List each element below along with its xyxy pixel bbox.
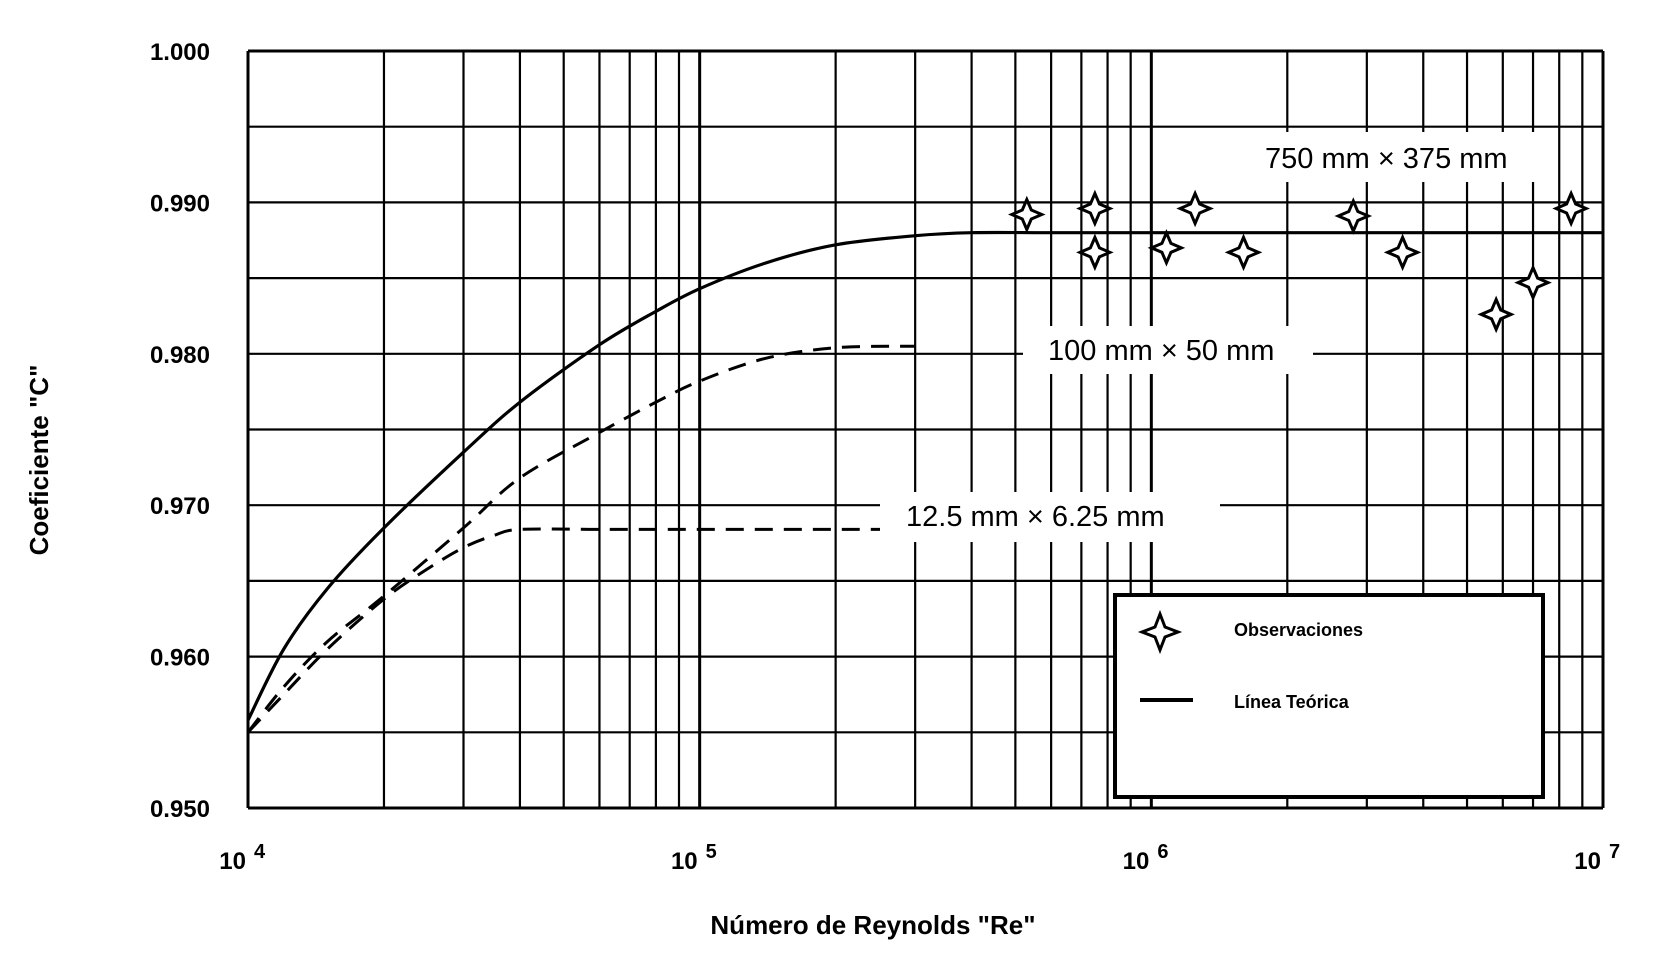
annotation-100: 100 mm × 50 mm xyxy=(1048,335,1274,367)
y-tick-label: 0.950 xyxy=(150,796,210,823)
legend-label-observaciones: Observaciones xyxy=(1234,620,1363,640)
annotation-750: 750 mm × 375 mm xyxy=(1265,143,1508,175)
observation-marker xyxy=(1076,189,1114,228)
observation-marker xyxy=(1552,189,1590,228)
observation-marker xyxy=(1176,189,1214,228)
x-axis-label: Número de Reynolds "Re" xyxy=(710,910,1035,940)
legend-box xyxy=(1113,593,1545,799)
y-tick-label: 1.000 xyxy=(150,39,210,66)
legend: Observaciones Línea Teórica xyxy=(1113,593,1545,799)
series-lines xyxy=(246,230,1603,734)
y-axis-label: Coeficiente "C" xyxy=(24,365,54,556)
annotation-12-5-background xyxy=(880,492,1220,542)
observation-marker xyxy=(1224,233,1263,272)
observation-marker xyxy=(1477,295,1515,334)
observation-marker xyxy=(1147,229,1186,267)
series-line-2 xyxy=(246,344,916,734)
series-line-3 xyxy=(246,527,972,734)
y-tick-label: 0.970 xyxy=(150,493,210,520)
observation-marker xyxy=(1076,233,1114,272)
x-tick-labels: 10 4 10 5 10 6 10 7 xyxy=(219,841,1620,875)
annotation-100-background xyxy=(1023,326,1313,374)
observation-marker xyxy=(1383,233,1422,272)
observation-marker xyxy=(1514,263,1552,302)
y-tick-label: 0.990 xyxy=(150,190,210,217)
x-tick-exponent: 5 xyxy=(706,841,717,863)
x-tick-label: 10 xyxy=(1574,848,1601,875)
star-icon xyxy=(1137,609,1183,655)
x-tick-label: 10 xyxy=(671,848,698,875)
annotation-12-5: 12.5 mm × 6.25 mm xyxy=(906,501,1165,533)
x-tick-label: 10 xyxy=(219,848,246,875)
x-tick-exponent: 7 xyxy=(1609,841,1620,863)
y-tick-labels: 0.950 0.960 0.970 0.980 0.990 1.000 xyxy=(150,39,210,823)
observation-markers xyxy=(1007,189,1590,334)
y-tick-label: 0.980 xyxy=(150,342,210,369)
legend-label-linea-teorica: Línea Teórica xyxy=(1234,692,1350,712)
x-tick-exponent: 6 xyxy=(1157,841,1168,863)
observation-marker xyxy=(1007,195,1046,234)
x-tick-label: 10 xyxy=(1123,848,1150,875)
annotation-750-background xyxy=(1247,132,1549,182)
series-line-1 xyxy=(246,230,1603,721)
y-tick-label: 0.960 xyxy=(150,645,210,672)
x-tick-exponent: 4 xyxy=(254,841,266,863)
observation-marker xyxy=(1334,197,1373,235)
